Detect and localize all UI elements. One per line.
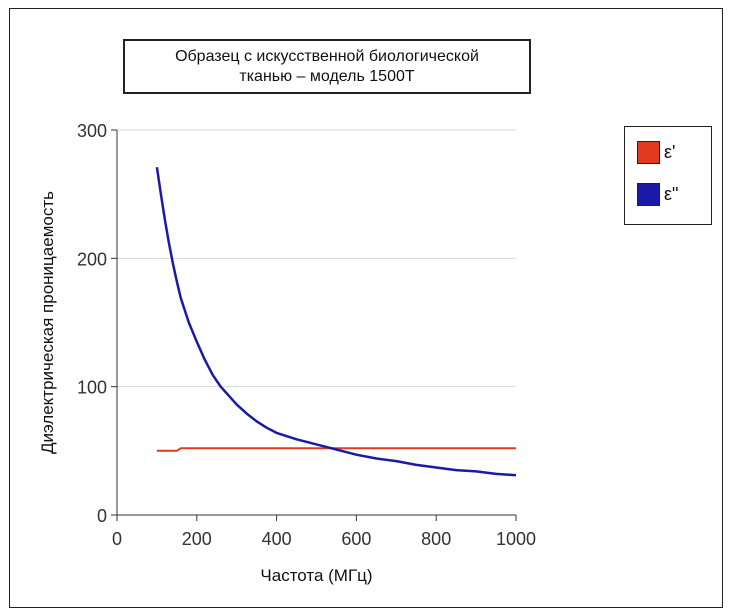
legend-label-eps-prime: ε' [664, 142, 676, 162]
legend-swatch-eps-prime [637, 141, 660, 164]
chart-legend: ε' ε" [624, 126, 712, 225]
x-tick-label-0: 0 [112, 529, 122, 549]
x-axis-label: Частота (МГц) [260, 566, 372, 585]
chart-frame [9, 8, 723, 608]
series-line-eps-double-prime [155, 167, 517, 477]
y-tick-label-200: 200 [77, 249, 107, 269]
series-line-eps-prime [156, 447, 516, 452]
legend-item-eps-double-prime: ε" [637, 183, 678, 206]
y-tick-label-0: 0 [97, 506, 107, 526]
x-tick-label-400: 400 [262, 529, 292, 549]
y-tick-label-100: 100 [77, 378, 107, 398]
y-tick-label-300: 300 [77, 121, 107, 141]
y-axis-label: Диэлектрическая проницаемость [38, 191, 57, 454]
legend-swatch-eps-double-prime [637, 183, 660, 206]
chart-title-line-1: Образец с искусственной биологической [175, 47, 479, 65]
legend-item-eps-prime: ε' [637, 141, 675, 164]
x-tick-label-1000: 1000 [496, 529, 536, 549]
x-tick-label-600: 600 [341, 529, 371, 549]
chart-title-box: Образец с искусственной биологической тк… [123, 39, 531, 94]
legend-label-eps-double-prime: ε" [664, 184, 679, 204]
x-tick-label-800: 800 [421, 529, 451, 549]
x-tick-label-200: 200 [182, 529, 212, 549]
chart-title-line-2: тканью – модель 1500Т [239, 67, 415, 85]
